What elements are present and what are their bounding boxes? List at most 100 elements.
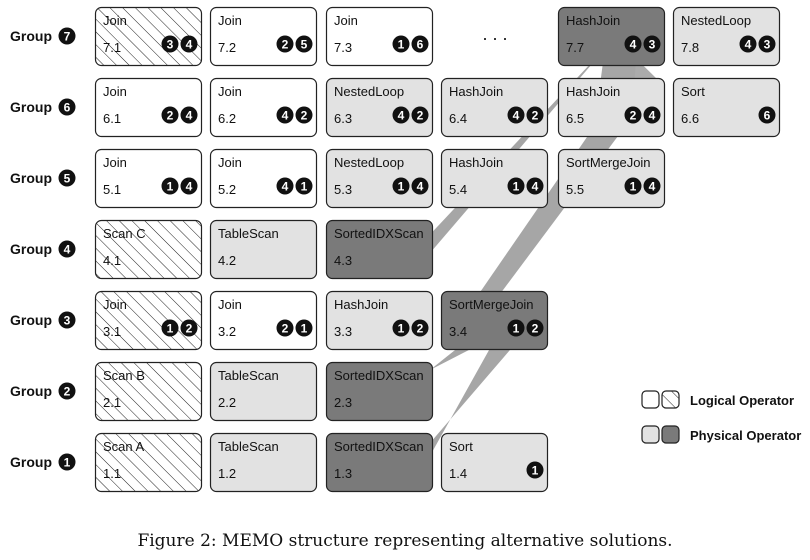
memo-node-5-1[interactable]: Join 5.1 1 4 <box>94 148 203 209</box>
child-group-number: 3 <box>649 38 656 52</box>
operator-name: Join <box>218 13 242 28</box>
ellipsis: . . . <box>482 24 507 44</box>
operator-name: Join <box>103 297 127 312</box>
node-box <box>325 77 434 138</box>
memo-node-5-3[interactable]: NestedLoop 5.3 1 4 <box>325 148 434 209</box>
plan-connector <box>430 331 505 370</box>
memo-node-6-4[interactable]: HashJoin 6.4 4 2 <box>440 77 549 138</box>
child-group-badge <box>624 177 642 195</box>
memo-node-7-7[interactable]: HashJoin 7.7 4 3 <box>557 6 666 67</box>
legend-logical-plain-swatch <box>641 390 660 409</box>
node-box <box>94 6 203 67</box>
child-group-number: 3 <box>764 38 771 52</box>
operator-name: Join <box>103 84 127 99</box>
memo-node-6-2[interactable]: Join 6.2 4 2 <box>209 77 318 138</box>
memo-node-2-3[interactable]: SortedIDXScan 2.3 <box>325 361 434 422</box>
memo-node-3-4[interactable]: SortMergeJoin 3.4 1 2 <box>440 290 549 351</box>
child-group-badge <box>411 177 429 195</box>
memo-node-4-3[interactable]: SortedIDXScan 4.3 <box>325 219 434 280</box>
child-group-badge <box>624 35 642 53</box>
node-box <box>672 6 781 67</box>
group-number-badge <box>58 98 76 116</box>
group-label: Group <box>10 28 52 44</box>
node-box <box>440 148 549 209</box>
operator-id: 2.3 <box>334 395 352 410</box>
legend-physical-dark-swatch <box>661 425 680 444</box>
node-box <box>94 77 203 138</box>
memo-node-6-5[interactable]: HashJoin 6.5 2 4 <box>557 77 666 138</box>
memo-node-1-1[interactable]: Scan A 1.1 <box>94 432 203 493</box>
child-group-number: 1 <box>630 180 637 194</box>
memo-node-7-2[interactable]: Join 7.2 2 5 <box>209 6 318 67</box>
memo-node-5-5[interactable]: SortMergeJoin 5.5 1 4 <box>557 148 666 209</box>
operator-id: 6.4 <box>449 111 467 126</box>
group-label: Group <box>10 454 52 470</box>
memo-node-7-3[interactable]: Join 7.3 1 6 <box>325 6 434 67</box>
node-box <box>557 6 666 67</box>
memo-node-5-2[interactable]: Join 5.2 4 1 <box>209 148 318 209</box>
memo-node-4-2[interactable]: TableScan 4.2 <box>209 219 318 280</box>
child-group-badge <box>411 35 429 53</box>
operator-name: HashJoin <box>449 155 503 170</box>
operator-id: 6.3 <box>334 111 352 126</box>
operator-id: 7.8 <box>681 40 699 55</box>
child-group-number: 4 <box>532 180 539 194</box>
memo-node-7-1[interactable]: Join 7.1 3 4 <box>94 6 203 67</box>
operator-name: Sort <box>449 439 473 454</box>
memo-node-7-8[interactable]: NestedLoop 7.8 4 3 <box>672 6 781 67</box>
operator-name: NestedLoop <box>334 84 404 99</box>
group-label: Group <box>10 170 52 186</box>
child-group-badge <box>643 106 661 124</box>
child-group-number: 1 <box>513 180 520 194</box>
memo-node-2-1[interactable]: Scan B 2.1 <box>94 361 203 422</box>
memo-node-6-3[interactable]: NestedLoop 6.3 4 2 <box>325 77 434 138</box>
memo-node-5-4[interactable]: HashJoin 5.4 1 4 <box>440 148 549 209</box>
memo-node-2-2[interactable]: TableScan 2.2 <box>209 361 318 422</box>
child-group-number: 2 <box>417 322 424 336</box>
operator-name: SortedIDXScan <box>334 368 424 383</box>
group-number: 1 <box>64 456 71 470</box>
child-group-number: 2 <box>186 322 193 336</box>
group-number-badge <box>58 169 76 187</box>
child-group-number: 2 <box>282 38 289 52</box>
operator-id: 3.3 <box>334 324 352 339</box>
node-box <box>209 361 318 422</box>
memo-node-6-1[interactable]: Join 6.1 2 4 <box>94 77 203 138</box>
child-group-badge <box>295 106 313 124</box>
child-group-number: 4 <box>282 180 289 194</box>
operator-name: TableScan <box>218 226 279 241</box>
group-number-badge <box>58 311 76 329</box>
group-row-2: Group 2 Scan B 2.1 TableScan 2.2 SortedIDXScan… <box>10 361 434 422</box>
operator-id: 4.3 <box>334 253 352 268</box>
group-number: 3 <box>64 314 71 328</box>
node-box <box>440 290 549 351</box>
child-group-number: 4 <box>186 180 193 194</box>
child-group-number: 1 <box>398 180 405 194</box>
child-group-badge <box>276 177 294 195</box>
operator-name: TableScan <box>218 368 279 383</box>
operator-name: SortMergeJoin <box>566 155 651 170</box>
child-group-number: 2 <box>167 109 174 123</box>
node-box <box>209 432 318 493</box>
memo-node-1-2[interactable]: TableScan 1.2 <box>209 432 318 493</box>
memo-node-6-6[interactable]: Sort 6.6 6 <box>672 77 781 138</box>
child-group-badge <box>295 319 313 337</box>
child-group-badge <box>161 106 179 124</box>
memo-node-4-1[interactable]: Scan C 4.1 <box>94 219 203 280</box>
node-box <box>557 77 666 138</box>
child-group-badge <box>643 177 661 195</box>
memo-node-3-3[interactable]: HashJoin 3.3 1 2 <box>325 290 434 351</box>
node-box <box>94 148 203 209</box>
memo-node-1-4[interactable]: Sort 1.4 1 <box>440 432 549 493</box>
memo-node-3-1[interactable]: Join 3.1 1 2 <box>94 290 203 351</box>
operator-id: 3.4 <box>449 324 467 339</box>
node-box <box>672 77 781 138</box>
memo-node-1-3[interactable]: SortedIDXScan 1.3 <box>325 432 434 493</box>
memo-node-3-2[interactable]: Join 3.2 2 1 <box>209 290 318 351</box>
child-group-number: 3 <box>167 38 174 52</box>
node-box <box>325 148 434 209</box>
legend-physical-light-swatch <box>641 425 660 444</box>
child-group-badge <box>180 177 198 195</box>
child-group-number: 2 <box>630 109 637 123</box>
